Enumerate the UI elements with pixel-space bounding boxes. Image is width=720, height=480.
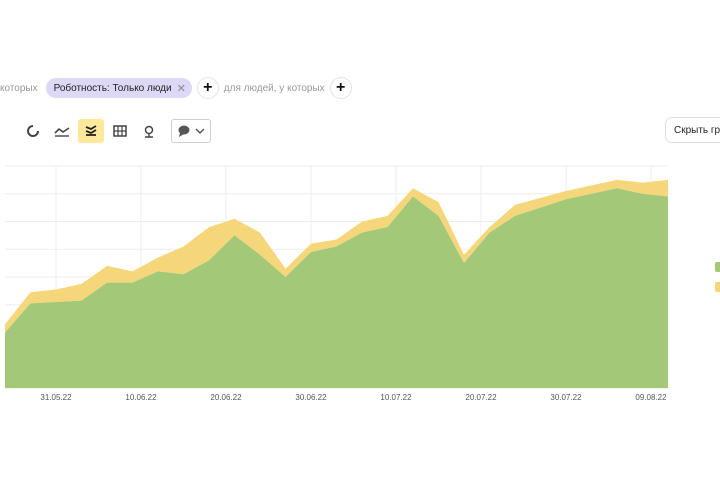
filter-fragment-people: для людей, у которых (223, 82, 325, 94)
hide-chart-label: Скрыть гр (674, 124, 720, 136)
filter-bar: которых Роботность: Только люди ✕ + для … (0, 76, 357, 100)
x-tick-label: 30.07.22 (550, 393, 582, 402)
comment-icon (178, 125, 190, 137)
chart-areas (5, 179, 668, 388)
stacked-area-chart: 31.05.22 10.06.22 20.06.22 30.06.22 10.07.22… (5, 165, 668, 402)
area-series-1 (5, 188, 668, 388)
pie-chart-icon[interactable] (20, 119, 46, 143)
close-icon[interactable]: ✕ (176, 82, 186, 95)
line-chart-icon[interactable] (49, 119, 75, 143)
x-axis-ticks: 31.05.22 10.06.22 20.06.22 30.06.22 10.07.22… (40, 393, 667, 402)
add-people-filter-button[interactable]: + (330, 78, 351, 98)
filter-chip-label: Роботность: Только люди (53, 82, 172, 94)
area-series-2 (5, 179, 668, 333)
table-icon[interactable] (107, 119, 133, 143)
x-tick-label: 30.06.22 (295, 393, 327, 402)
x-tick-label: 10.06.22 (125, 393, 157, 402)
add-filter-button[interactable]: + (197, 78, 218, 98)
x-tick-label: 10.07.22 (380, 393, 412, 402)
legend-series-1-checkbox[interactable] (715, 262, 720, 272)
filter-fragment-left: которых (0, 82, 38, 94)
hide-chart-button[interactable]: Скрыть гр (666, 118, 720, 142)
filter-chip-robotness[interactable]: Роботность: Только люди ✕ (45, 78, 192, 98)
comments-dropdown[interactable] (171, 119, 211, 143)
x-tick-label: 20.06.22 (210, 393, 242, 402)
stacked-area-icon[interactable] (78, 119, 104, 143)
x-tick-label: 20.07.22 (465, 393, 497, 402)
chart-type-toolbar (20, 119, 211, 143)
x-tick-label: 09.08.22 (635, 393, 667, 402)
legend-series-2-checkbox[interactable] (715, 282, 720, 292)
map-pin-icon[interactable] (136, 119, 162, 143)
x-tick-label: 31.05.22 (40, 393, 72, 402)
